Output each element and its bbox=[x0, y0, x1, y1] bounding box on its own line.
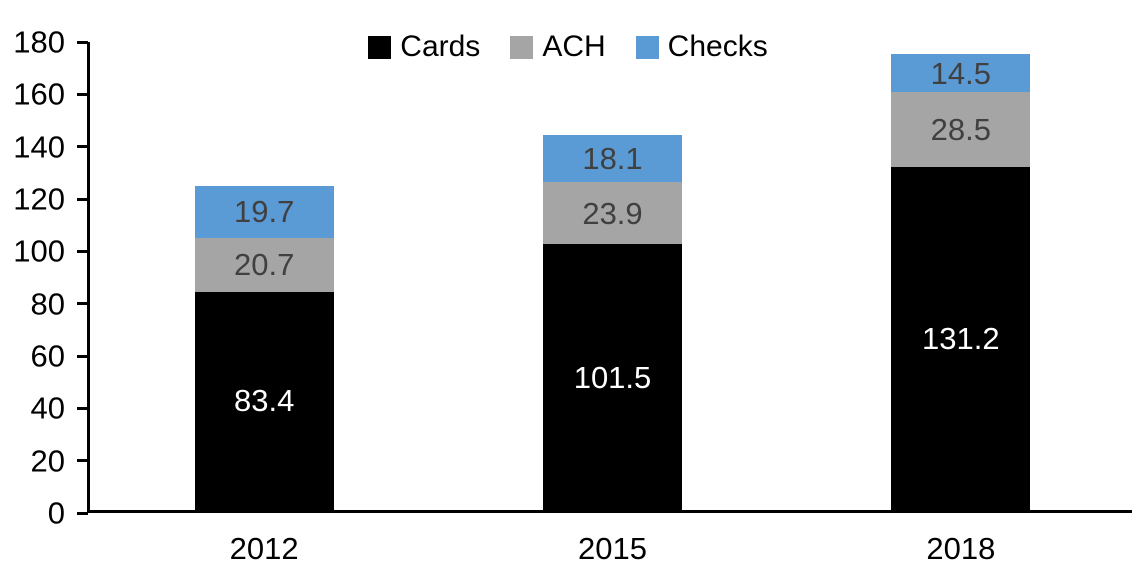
plot-area: 83.4 20.7 19.7 2012 101.5 23.9 18.1 2015 131.2 28… bbox=[77, 40, 1132, 564]
legend-item-cards: Cards bbox=[368, 32, 480, 62]
bar-value-label: 28.5 bbox=[930, 111, 991, 147]
legend-label-ach: ACH bbox=[542, 30, 606, 63]
y-axis-tick-label: 140 bbox=[13, 129, 65, 165]
y-axis-tick-label: 60 bbox=[30, 338, 65, 374]
bar-value-label: 18.1 bbox=[582, 140, 643, 176]
y-axis-tick-label: 180 bbox=[13, 24, 65, 60]
bar-segment-cards-2012: 83.4 bbox=[194, 291, 334, 510]
bar-segment-ach-2015: 23.9 bbox=[543, 181, 682, 245]
y-axis-tick-label: 120 bbox=[13, 181, 65, 217]
legend-swatch-cards-icon bbox=[368, 35, 392, 59]
y-axis-tick-label: 160 bbox=[13, 76, 65, 112]
x-axis-label: 2018 bbox=[926, 531, 996, 566]
y-axis-tick bbox=[77, 302, 88, 306]
bar-segment-ach-2018: 28.5 bbox=[891, 92, 1031, 167]
legend-item-checks: Checks bbox=[635, 30, 768, 63]
bar-value-label: 131.2 bbox=[922, 320, 1000, 356]
bar-segment-cards-2018: 131.2 bbox=[891, 166, 1031, 510]
bar-value-label: 83.4 bbox=[233, 383, 295, 419]
bar-segment-checks-2015: 18.1 bbox=[543, 134, 682, 182]
bar-value-label: 19.7 bbox=[233, 194, 295, 230]
y-axis-tick bbox=[77, 459, 88, 463]
bar-segment-cards-2015: 101.5 bbox=[543, 244, 682, 510]
bar-2015: 101.5 23.9 18.1 bbox=[543, 42, 682, 510]
bar-value-label: 23.9 bbox=[582, 195, 643, 231]
y-axis-tick-label: 0 bbox=[47, 495, 65, 531]
y-axis-tick bbox=[77, 354, 88, 358]
legend-swatch-ach-icon bbox=[510, 35, 534, 59]
bar-2012: 83.4 20.7 19.7 bbox=[194, 42, 334, 510]
y-axis-tick bbox=[77, 145, 88, 149]
y-axis-tick-label: 20 bbox=[30, 443, 65, 479]
y-axis-tick bbox=[77, 406, 88, 410]
y-axis-tick bbox=[77, 249, 88, 253]
legend: Cards ACH Checks bbox=[0, 32, 1136, 62]
bar-value-label: 101.5 bbox=[573, 359, 652, 395]
y-axis-tick-label: 100 bbox=[13, 233, 65, 269]
legend-label-checks: Checks bbox=[667, 30, 768, 63]
bar-segment-checks-2012: 19.7 bbox=[194, 186, 334, 238]
bar-segment-ach-2012: 20.7 bbox=[194, 237, 334, 292]
y-axis: 0 20 40 60 80 100 120 140 160 180 bbox=[0, 27, 65, 529]
y-axis-tick-label: 40 bbox=[30, 390, 65, 426]
bar-value-label: 14.5 bbox=[930, 55, 991, 91]
legend-label-cards: Cards bbox=[400, 30, 481, 63]
bar-2018: 131.2 28.5 14.5 bbox=[891, 42, 1031, 510]
y-axis-tick bbox=[77, 92, 88, 96]
bar-value-label: 20.7 bbox=[233, 247, 295, 283]
legend-swatch-checks-icon bbox=[635, 35, 659, 59]
y-axis-tick bbox=[77, 197, 88, 201]
x-axis-label: 2015 bbox=[578, 531, 647, 566]
legend-item-ach: ACH bbox=[510, 30, 606, 63]
y-axis-tick bbox=[77, 40, 88, 44]
y-axis-tick bbox=[77, 511, 88, 515]
x-axis-label: 2012 bbox=[229, 531, 299, 566]
bar-segment-checks-2018: 14.5 bbox=[891, 54, 1031, 93]
y-axis-tick-label: 80 bbox=[30, 286, 65, 322]
